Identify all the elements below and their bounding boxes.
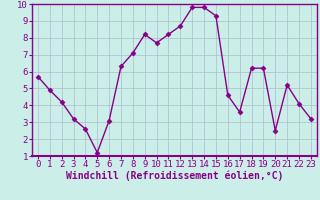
X-axis label: Windchill (Refroidissement éolien,°C): Windchill (Refroidissement éolien,°C) <box>66 171 283 181</box>
